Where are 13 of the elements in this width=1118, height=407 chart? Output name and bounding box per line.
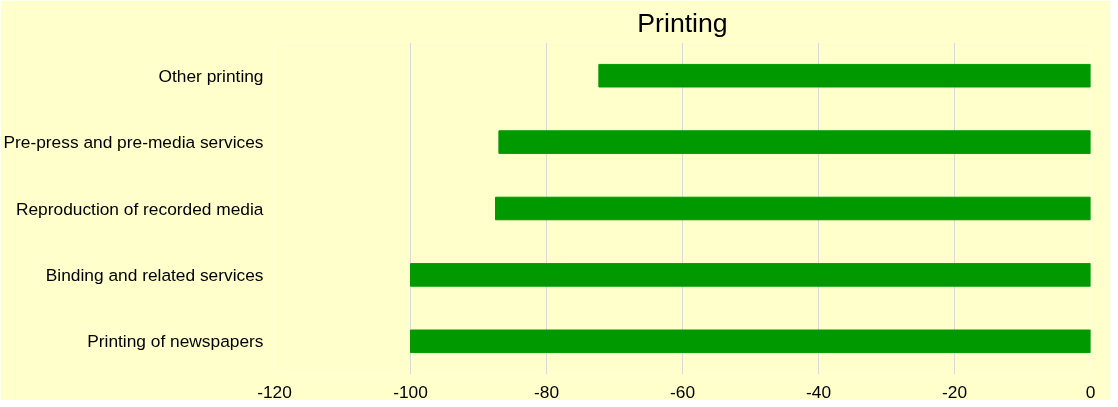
x-tick-label: -80 <box>533 381 560 402</box>
x-tick-label: -60 <box>669 381 696 402</box>
x-tick-label: -100 <box>393 381 428 402</box>
x-tick-label: -40 <box>805 381 832 402</box>
x-tick-label: 0 <box>1085 381 1096 402</box>
y-tick-label: Reproduction of recorded media <box>15 198 264 219</box>
y-tick-label: Binding and related services <box>45 264 264 285</box>
x-tick-label: -120 <box>257 381 292 402</box>
x-tick-label: -20 <box>941 381 968 402</box>
y-tick-label: Pre-press and pre-media services <box>3 132 264 153</box>
y-tick-label: Other printing <box>158 65 264 86</box>
chart-title: Printing <box>637 7 728 38</box>
y-tick-label: Printing of newspapers <box>87 331 264 352</box>
